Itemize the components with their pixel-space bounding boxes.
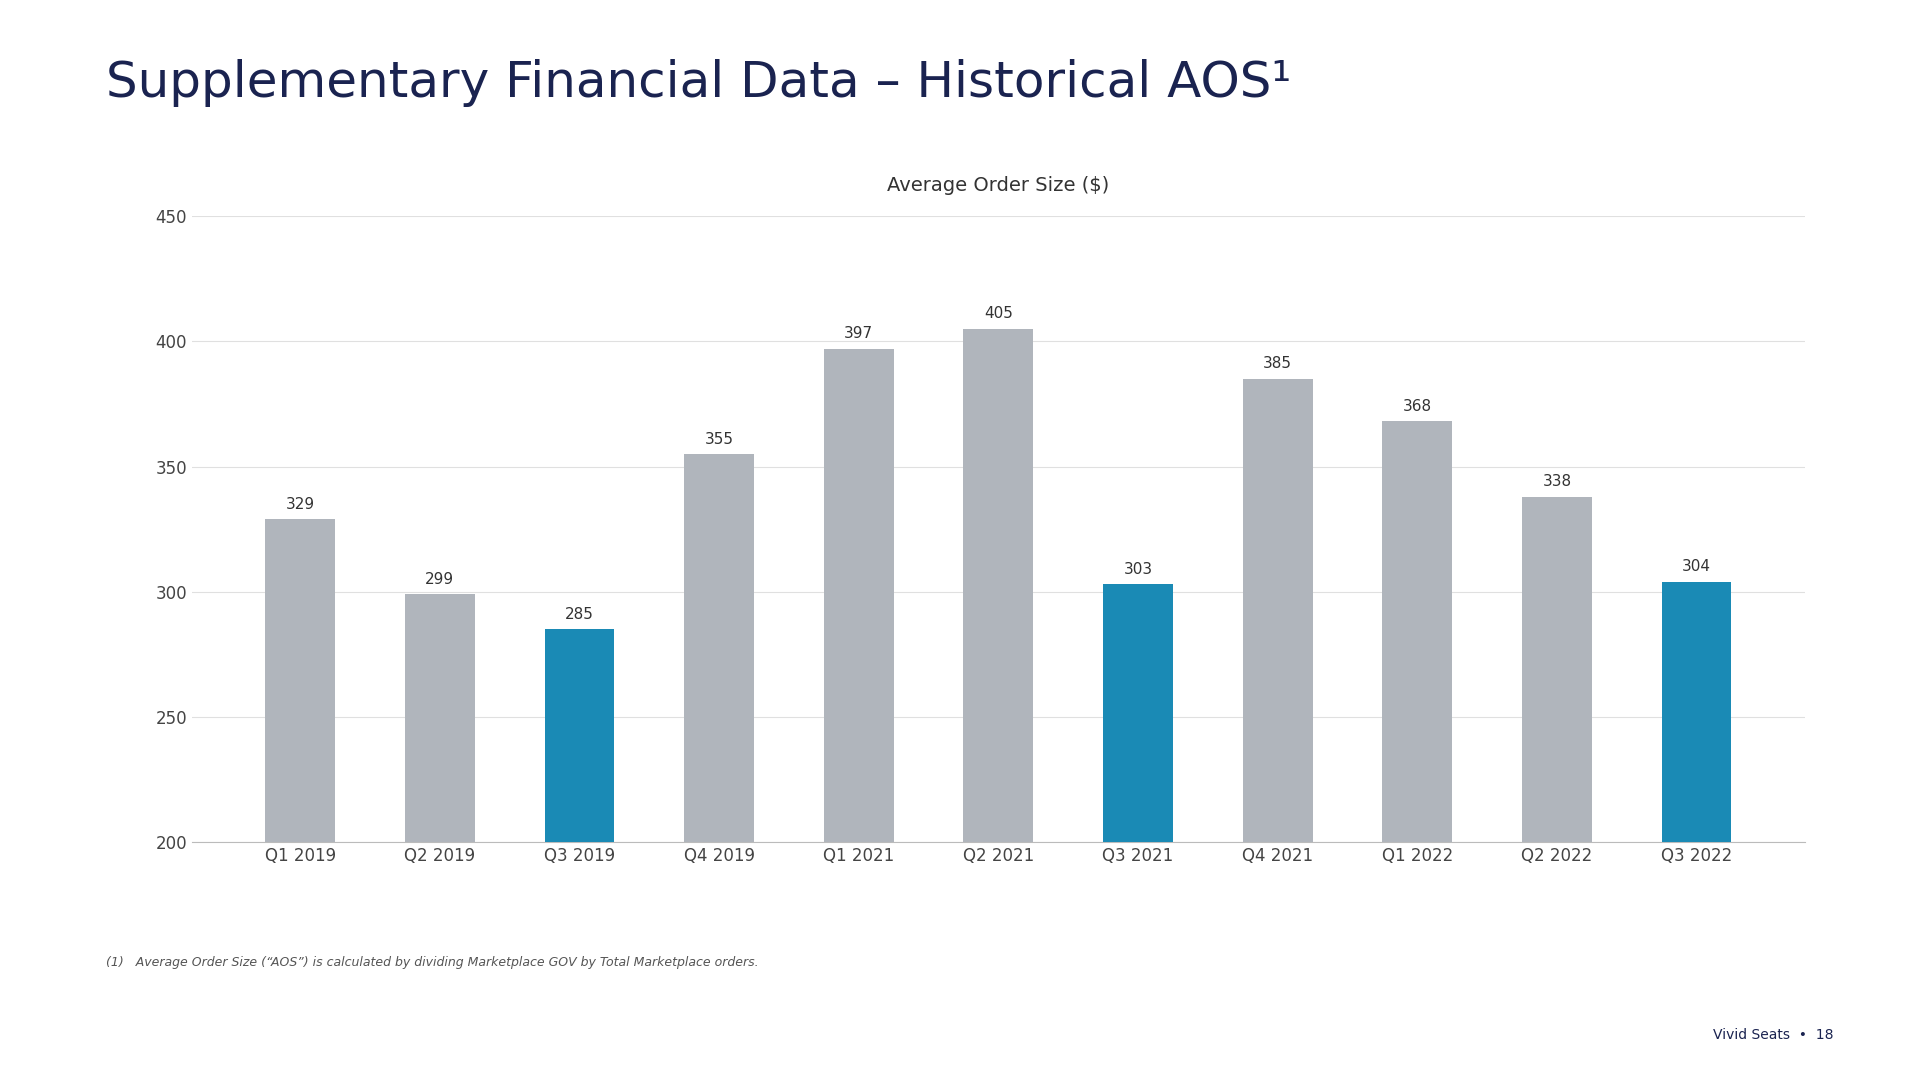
Bar xyxy=(1242,379,1313,842)
Text: 303: 303 xyxy=(1123,562,1152,577)
Text: 385: 385 xyxy=(1263,356,1292,372)
Text: 355: 355 xyxy=(705,432,733,446)
Text: Supplementary Financial Data – Historical AOS¹: Supplementary Financial Data – Historica… xyxy=(106,59,1290,107)
Bar xyxy=(684,454,755,842)
Text: 285: 285 xyxy=(564,607,593,622)
Bar xyxy=(1523,497,1592,842)
Text: (1)   Average Order Size (“AOS”) is calculated by dividing Marketplace GOV by To: (1) Average Order Size (“AOS”) is calcul… xyxy=(106,956,758,969)
Bar xyxy=(265,519,336,842)
Bar xyxy=(1382,421,1452,842)
Text: 304: 304 xyxy=(1682,559,1711,575)
Title: Average Order Size ($): Average Order Size ($) xyxy=(887,176,1110,195)
Text: Vivid Seats  •  18: Vivid Seats • 18 xyxy=(1713,1028,1834,1042)
Text: 405: 405 xyxy=(983,307,1014,321)
Bar xyxy=(1104,584,1173,842)
Text: 397: 397 xyxy=(845,326,874,341)
Bar xyxy=(1661,582,1732,842)
Text: 329: 329 xyxy=(286,497,315,512)
Text: 299: 299 xyxy=(426,571,455,586)
Text: 368: 368 xyxy=(1404,399,1432,414)
Bar xyxy=(964,328,1033,842)
Text: 338: 338 xyxy=(1542,474,1571,489)
Bar xyxy=(545,630,614,842)
Bar xyxy=(824,349,893,842)
Bar xyxy=(405,594,474,842)
